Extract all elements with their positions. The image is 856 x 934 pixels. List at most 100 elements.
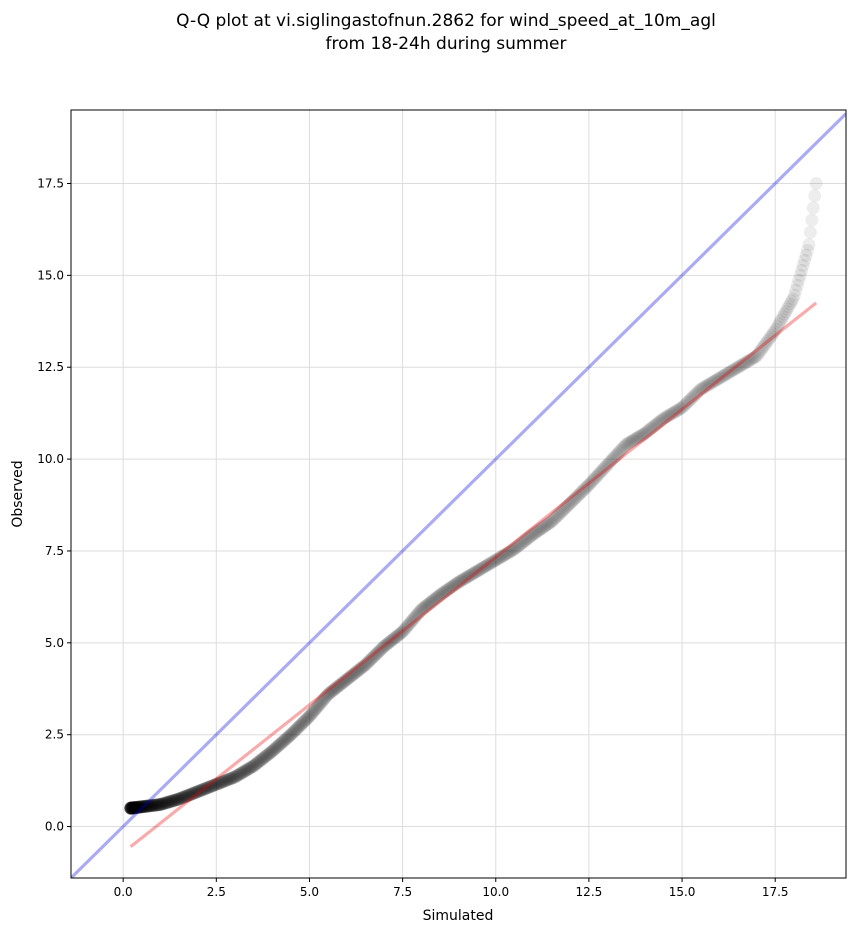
data-point <box>173 791 187 805</box>
y-tick-label: 7.5 <box>45 544 64 558</box>
data-point <box>580 480 594 494</box>
data-point <box>694 382 708 396</box>
data-point <box>130 800 144 814</box>
data-point <box>491 552 505 566</box>
data-point <box>171 792 185 806</box>
data-point <box>396 625 410 639</box>
data-point <box>164 794 178 808</box>
data-point <box>470 564 484 578</box>
data-point <box>400 620 414 634</box>
data-point <box>258 750 272 764</box>
data-point <box>294 718 308 732</box>
data-point <box>136 800 150 814</box>
data-point <box>679 397 693 411</box>
data-point <box>352 663 366 677</box>
data-point <box>130 800 144 814</box>
data-point <box>139 799 153 813</box>
data-point <box>674 401 688 415</box>
data-point <box>689 387 703 401</box>
data-point <box>506 543 520 557</box>
data-point <box>149 798 163 812</box>
data-point <box>184 787 198 801</box>
data-point <box>772 317 786 331</box>
data-point <box>459 571 473 585</box>
data-point <box>285 727 299 741</box>
data-point <box>642 423 656 437</box>
data-point <box>741 354 755 368</box>
data-point <box>150 798 164 812</box>
data-point <box>343 670 357 684</box>
data-point <box>606 451 620 465</box>
data-point <box>221 773 235 787</box>
data-point <box>335 676 349 690</box>
data-point <box>305 706 319 720</box>
data-point <box>151 798 165 812</box>
data-point <box>195 783 209 797</box>
data-point <box>654 414 668 428</box>
data-point <box>191 785 205 799</box>
data-point <box>286 725 300 739</box>
data-point <box>641 424 655 438</box>
data-point <box>133 800 147 814</box>
data-point <box>439 584 453 598</box>
data-point <box>267 743 281 757</box>
data-point <box>717 368 731 382</box>
data-point <box>268 742 282 756</box>
data-point <box>728 362 742 376</box>
data-point <box>777 307 791 321</box>
data-point <box>562 498 576 512</box>
data-point <box>265 744 279 758</box>
data-point <box>334 677 348 691</box>
data-point <box>129 801 143 815</box>
data-point <box>153 798 167 812</box>
data-point <box>478 559 492 573</box>
data-point <box>194 783 208 797</box>
data-point <box>268 741 282 755</box>
data-point <box>126 801 140 815</box>
data-point <box>358 658 372 672</box>
data-point <box>443 581 457 595</box>
data-point <box>129 801 143 815</box>
fit-line <box>129 301 818 849</box>
data-point <box>471 563 485 577</box>
data-point <box>133 800 147 814</box>
data-point <box>228 770 242 784</box>
data-point <box>732 359 746 373</box>
data-point <box>275 736 289 750</box>
data-point <box>598 461 612 475</box>
data-point <box>124 801 138 815</box>
chart-title: Q-Q plot at vi.siglingastofnun.2862 for … <box>176 11 716 31</box>
data-point <box>436 586 450 600</box>
data-point <box>743 353 757 367</box>
data-point <box>163 795 177 809</box>
data-point <box>169 793 183 807</box>
data-point <box>527 527 541 541</box>
data-point <box>269 741 283 755</box>
data-point <box>382 636 396 650</box>
data-point <box>131 800 145 814</box>
data-point <box>594 465 608 479</box>
data-point <box>193 784 207 798</box>
data-point <box>650 417 664 431</box>
data-point <box>264 745 278 759</box>
data-point <box>344 669 358 683</box>
data-point <box>550 510 564 524</box>
data-point <box>130 800 144 814</box>
data-point <box>193 784 207 798</box>
data-point <box>504 544 518 558</box>
data-point <box>575 484 589 498</box>
data-point <box>616 440 630 454</box>
data-point <box>445 579 459 593</box>
data-point <box>576 483 590 497</box>
data-point <box>435 587 449 601</box>
data-point <box>288 724 302 738</box>
data-point <box>255 752 269 766</box>
data-point <box>136 800 150 814</box>
data-point <box>533 523 547 537</box>
x-tick-label: 12.5 <box>576 885 603 899</box>
data-point <box>362 654 376 668</box>
data-point <box>516 536 530 550</box>
data-point <box>611 446 625 460</box>
data-point <box>180 789 194 803</box>
data-point <box>496 549 510 563</box>
